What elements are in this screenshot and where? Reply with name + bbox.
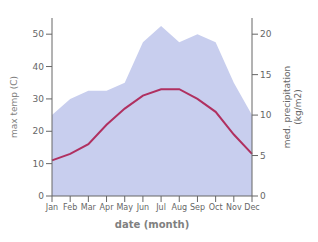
svg-text:Mar: Mar [81,203,97,212]
svg-text:May: May [116,203,133,212]
svg-text:(kg/m2): (kg/m2) [293,89,303,124]
svg-text:20: 20 [260,29,272,39]
svg-text:med. precipitation: med. precipitation [282,66,292,148]
svg-text:Nov: Nov [226,203,242,212]
svg-text:0: 0 [38,191,44,201]
svg-text:max temp (C): max temp (C) [9,76,19,138]
svg-text:50: 50 [33,29,45,39]
svg-text:Feb: Feb [63,203,77,212]
svg-text:Sep: Sep [190,203,205,212]
svg-text:Dec: Dec [244,203,259,212]
svg-text:10: 10 [260,110,272,120]
svg-text:40: 40 [33,62,45,72]
svg-text:0: 0 [260,191,266,201]
svg-text:Aug: Aug [171,203,187,212]
svg-text:date (month): date (month) [115,219,189,230]
svg-text:Jan: Jan [45,203,58,212]
svg-text:Oct: Oct [209,203,223,212]
svg-text:15: 15 [260,70,271,80]
svg-text:Jul: Jul [155,203,166,212]
svg-text:5: 5 [260,151,266,161]
svg-text:30: 30 [33,94,45,104]
svg-text:20: 20 [33,126,45,136]
svg-text:10: 10 [33,159,45,169]
svg-text:Jun: Jun [136,203,150,212]
svg-text:Apr: Apr [100,203,115,212]
